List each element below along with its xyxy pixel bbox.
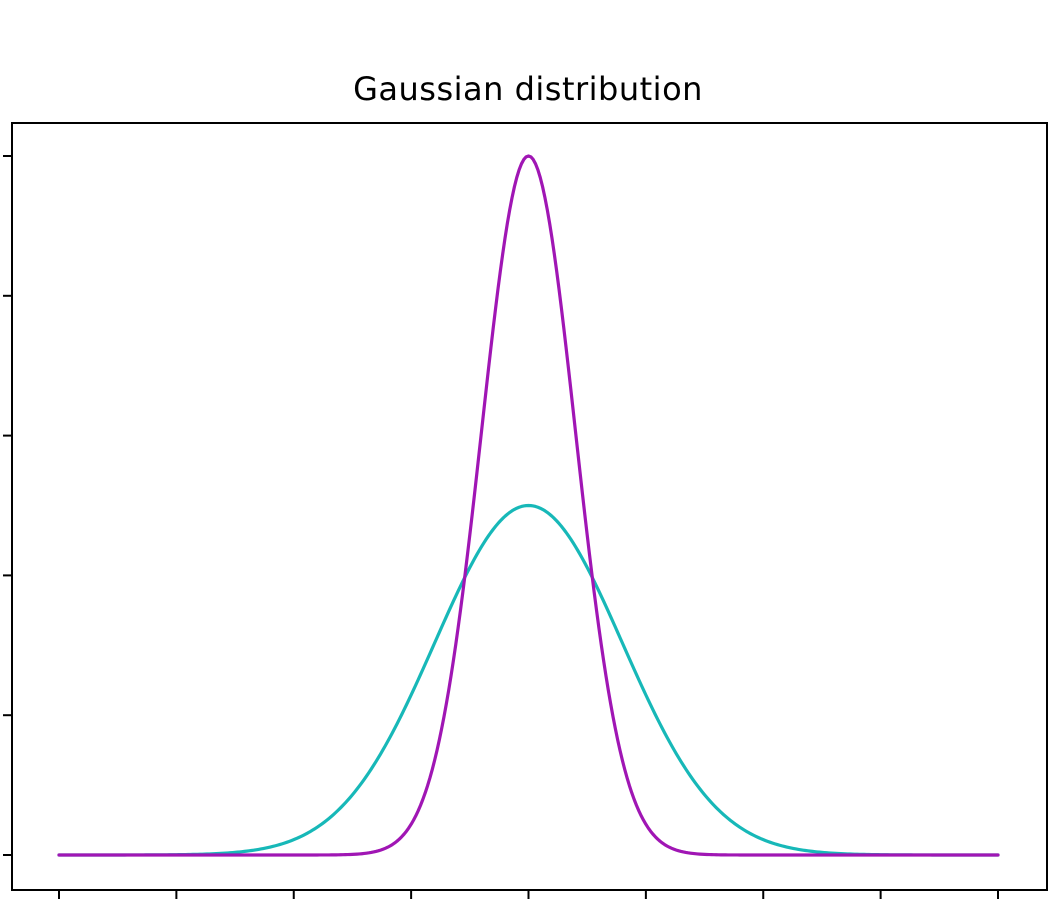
- series-line-1: [57, 503, 1000, 857]
- series-line-2: [57, 154, 1000, 857]
- chart-title: Gaussian distribution: [353, 70, 703, 108]
